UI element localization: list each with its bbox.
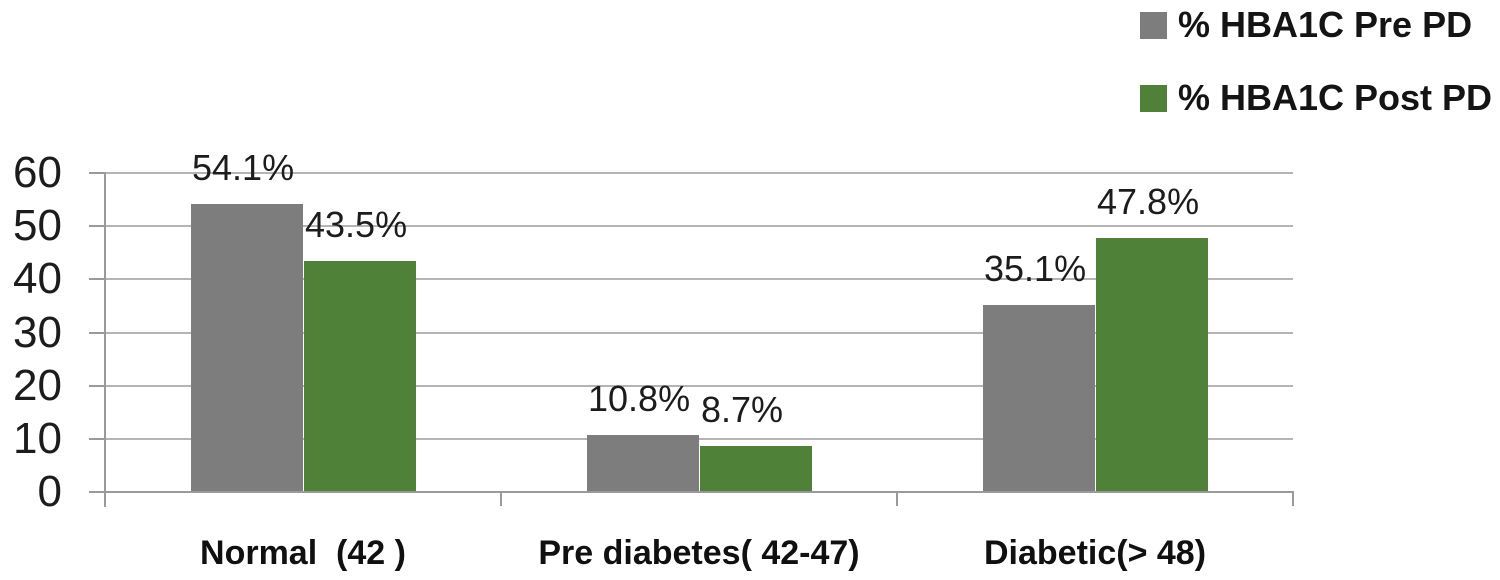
gridline xyxy=(105,225,1293,228)
y-tick-label: 20 xyxy=(13,360,62,410)
category-label-normal: Normal (42 ) xyxy=(200,534,406,572)
gridline xyxy=(105,384,1293,387)
legend-label-pre-pd: % HBA1C Pre PD xyxy=(1178,4,1473,45)
bar-post-pd-1 xyxy=(700,445,812,492)
y-tick-label: 60 xyxy=(13,148,62,197)
y-tick-label: 10 xyxy=(13,413,62,463)
legend-item-post-pd: % HBA1C Post PD xyxy=(1140,77,1493,118)
x-tick xyxy=(896,491,898,506)
y-tick-label: 50 xyxy=(13,201,62,251)
y-tick-label: 0 xyxy=(37,467,62,516)
bar-pre-pd-2 xyxy=(983,305,1095,492)
legend-swatch-pre-pd xyxy=(1140,11,1167,39)
y-tick xyxy=(89,331,105,334)
bar-pre-pd-0 xyxy=(191,204,303,492)
category-label-pre-diabetes: Pre diabetes( 42-47) xyxy=(538,534,860,572)
y-tick xyxy=(89,225,105,228)
legend-label-post-pd: % HBA1C Post PD xyxy=(1178,77,1493,118)
legend-swatch-post-pd xyxy=(1140,84,1167,112)
gridline xyxy=(105,278,1293,281)
legend-item-pre-pd: % HBA1C Pre PD xyxy=(1140,4,1473,45)
y-axis-line xyxy=(104,172,106,507)
data-label-post-pd-2: 47.8% xyxy=(1097,180,1200,222)
data-label-pre-pd-1: 10.8% xyxy=(588,377,691,419)
y-tick xyxy=(89,172,105,174)
y-tick xyxy=(89,437,105,440)
y-tick-label: 30 xyxy=(13,307,62,357)
bar-post-pd-2 xyxy=(1096,237,1208,492)
data-label-pre-pd-2: 35.1% xyxy=(984,248,1087,290)
x-tick xyxy=(1292,491,1294,506)
gridline xyxy=(105,437,1293,440)
gridline xyxy=(105,172,1293,174)
data-label-post-pd-1: 8.7% xyxy=(701,388,784,430)
y-tick xyxy=(89,278,105,281)
y-tick xyxy=(89,384,105,387)
bar-pre-pd-1 xyxy=(587,434,699,492)
x-axis-line xyxy=(104,491,1294,493)
data-label-post-pd-0: 43.5% xyxy=(305,203,408,245)
y-tick-label: 40 xyxy=(13,254,62,304)
x-tick xyxy=(500,491,502,506)
gridline xyxy=(105,331,1293,334)
y-tick xyxy=(89,491,105,493)
bar-post-pd-0 xyxy=(304,260,416,492)
data-label-pre-pd-0: 54.1% xyxy=(192,147,295,189)
category-label-diabetic: Diabetic(> 48) xyxy=(983,534,1207,572)
